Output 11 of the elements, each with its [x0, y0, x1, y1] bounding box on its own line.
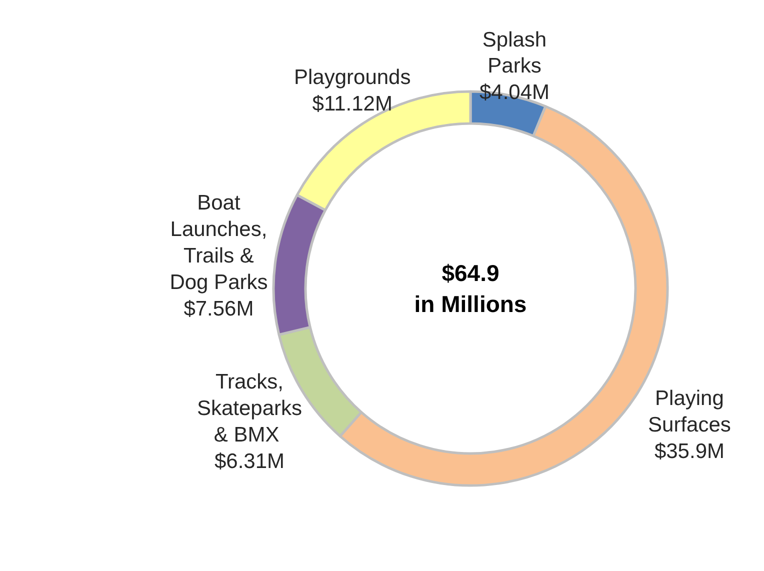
data-label: $4.04M: [479, 81, 550, 104]
slice-label: Playgrounds: [294, 66, 411, 89]
slice-label: Splash Parks: [482, 28, 547, 78]
slice-label: Tracks, Skateparks & BMX: [196, 370, 302, 446]
data-label: $7.56M: [184, 297, 254, 320]
slice-label: Playing Surfaces: [648, 386, 731, 436]
data-label: $35.9M: [654, 440, 725, 463]
text: $64.9 in Millions: [414, 260, 527, 318]
slice-label: Boat Launches, Trails & Dog Parks: [170, 191, 268, 294]
data-label: $11.12M: [312, 92, 392, 116]
data-label: $6.31M: [214, 450, 285, 473]
